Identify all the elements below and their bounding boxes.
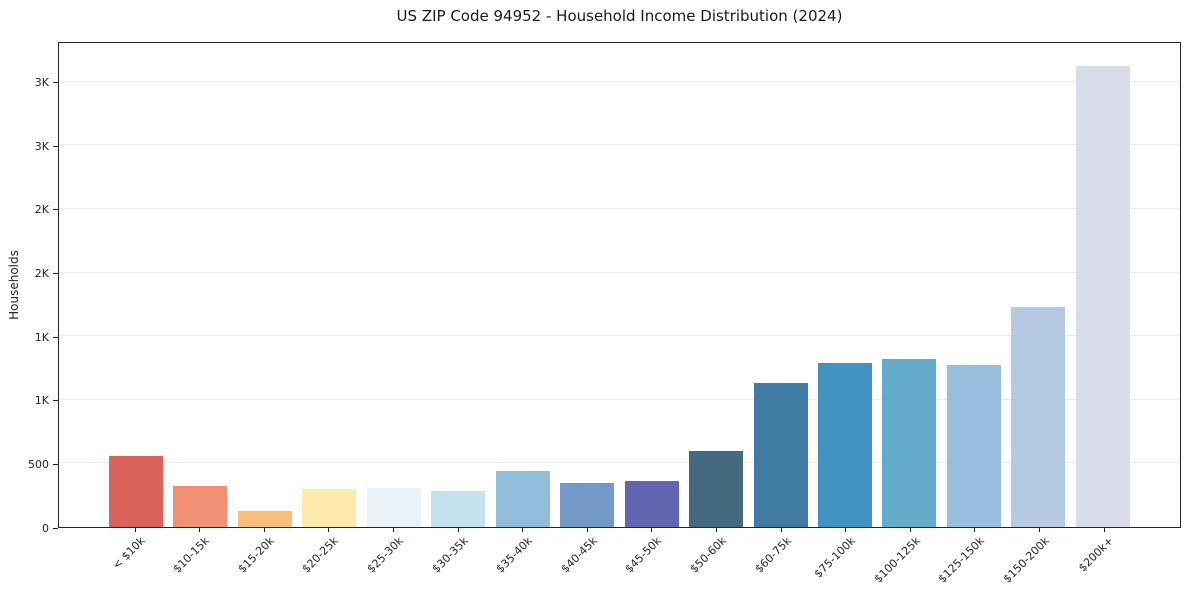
y-tick-label: 2K — [34, 267, 49, 280]
bar-$50-60k — [689, 450, 744, 527]
x-tick-label: $200k+ — [1076, 534, 1117, 575]
bar-$40-45k — [560, 482, 615, 527]
gridline — [59, 462, 1180, 464]
y-tick-mark — [53, 400, 58, 402]
x-tick-mark — [392, 528, 394, 532]
bar-$35-40k — [495, 471, 550, 527]
bar-$45-50k — [624, 480, 679, 527]
x-tick-label: $75-100k — [811, 534, 859, 581]
x-tick-mark — [328, 528, 330, 532]
x-tick-label: < $10k — [109, 534, 148, 572]
bar-$125-150k — [946, 364, 1001, 527]
x-tick-mark — [586, 528, 588, 532]
y-tick-label: 1K — [34, 394, 49, 408]
bar-$100-125k — [882, 359, 937, 527]
bar-$15-20k — [237, 511, 292, 527]
bar-$200k+ — [1075, 66, 1130, 527]
y-tick-label: 3K — [34, 76, 49, 90]
x-tick-mark — [651, 528, 653, 532]
gridline — [59, 271, 1180, 273]
y-tick-label: 1K — [34, 330, 49, 344]
y-tick-label: 0 — [42, 521, 49, 535]
x-tick-label: $35-40k — [493, 534, 536, 576]
bar-$10-15k — [173, 486, 228, 527]
x-tick-label: $150-200k — [1000, 534, 1052, 586]
x-tick-mark — [715, 528, 717, 532]
y-tick-label: 500 — [28, 457, 49, 471]
gridlines-layer — [59, 43, 1180, 527]
x-tick-label: $10-15k — [170, 534, 213, 576]
x-tick-label: $25-30k — [364, 534, 406, 576]
x-tick-mark — [457, 528, 459, 532]
bars-layer — [59, 43, 1180, 527]
y-tick-mark — [53, 145, 58, 147]
x-tick-label: $60-75k — [752, 534, 794, 576]
gridline — [59, 80, 1180, 82]
x-tick-label: $40-45k — [558, 534, 600, 576]
x-tick-mark — [134, 528, 136, 532]
x-tick-label: $50-60k — [687, 534, 729, 576]
bar-$30-35k — [431, 491, 486, 527]
plot-area — [58, 42, 1181, 528]
x-tick-mark — [522, 528, 524, 532]
y-tick-mark — [53, 273, 58, 274]
y-tick-mark — [53, 527, 58, 529]
gridline — [59, 398, 1180, 400]
x-tick-label: $125-150k — [936, 534, 988, 586]
y-axis-label: Households — [7, 250, 21, 320]
y-tick-label: 3K — [34, 139, 49, 153]
x-tick-label: $15-20k — [235, 534, 277, 576]
bar-$25-30k — [366, 487, 421, 527]
x-tick-mark — [199, 528, 201, 532]
y-tick-mark — [53, 336, 58, 338]
chart-title: US ZIP Code 94952 - Household Income Dis… — [396, 7, 843, 25]
gridline — [59, 144, 1180, 146]
x-tick-mark — [263, 528, 265, 532]
bar-$75-100k — [817, 362, 872, 527]
y-tick-mark — [53, 209, 58, 211]
x-tick-mark — [974, 528, 976, 532]
x-tick-mark — [1103, 528, 1105, 532]
x-tick-mark — [845, 528, 847, 532]
x-tick-label: $20-25k — [300, 534, 342, 576]
bar-$150-200k — [1011, 306, 1066, 527]
y-tick-mark — [53, 463, 58, 465]
y-tick-mark — [53, 82, 58, 84]
gridline — [59, 335, 1180, 337]
x-tick-label: $45-50k — [623, 534, 665, 576]
x-tick-mark — [780, 528, 782, 532]
y-tick-label: 2K — [34, 203, 49, 217]
x-tick-label: $100-125k — [871, 534, 923, 586]
bar-$20-25k — [302, 488, 357, 527]
x-tick-label: $30-35k — [429, 534, 471, 576]
gridline — [59, 207, 1180, 209]
x-tick-mark — [909, 528, 911, 532]
bar-< $10k — [109, 455, 163, 527]
bar-$60-75k — [753, 383, 808, 527]
x-tick-mark — [1038, 528, 1040, 532]
